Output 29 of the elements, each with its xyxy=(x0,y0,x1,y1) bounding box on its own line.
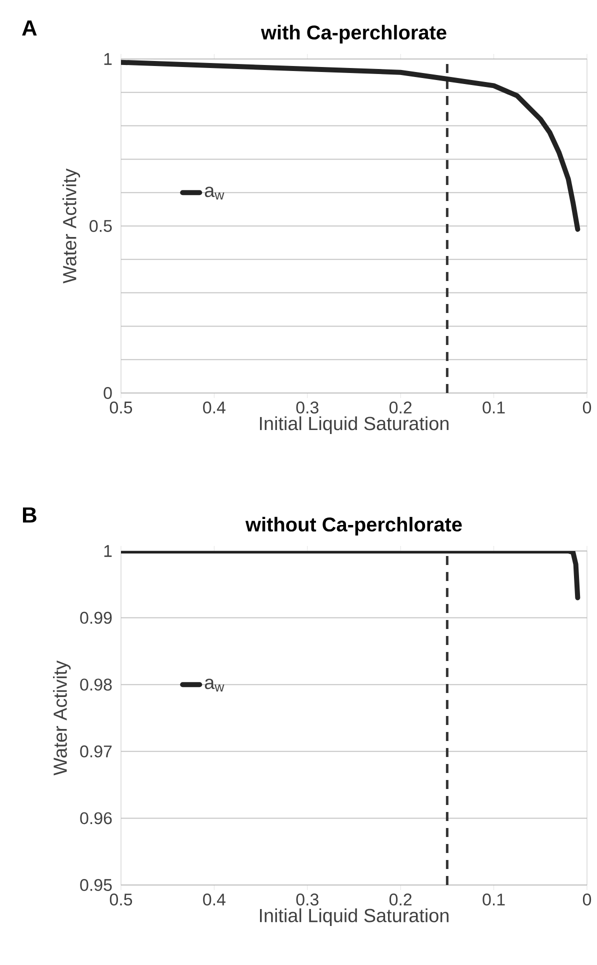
y-tick-label: 0.98 xyxy=(80,678,112,691)
text: B xyxy=(22,507,36,523)
x-tick-label: 0.1 xyxy=(482,402,505,414)
chart-title: with Ca-perchlorate xyxy=(260,24,446,44)
y-tick-label: 0 xyxy=(104,386,112,399)
x-tick-label: 0.3 xyxy=(296,894,318,906)
x-tick-label: 0.2 xyxy=(389,894,412,906)
x-tick-label: 0.2 xyxy=(389,402,412,414)
x-tick-label: 0 xyxy=(582,402,592,414)
y-axis-title: Water Activity xyxy=(62,168,80,284)
x-tick-label: 0.4 xyxy=(203,402,226,414)
x-tick-label: 0.4 xyxy=(203,894,226,906)
legend-label: a$_{w}$ xyxy=(204,678,224,692)
y-tick-label: 0.5 xyxy=(90,220,112,232)
y-tick-label: 0.99 xyxy=(80,612,112,624)
x-tick-label: 0 xyxy=(582,894,592,906)
x-axis-title: Initial Liquid Saturation xyxy=(260,908,448,926)
y-axis-title: Water Activity xyxy=(53,660,71,776)
x-tick-label: 0.3 xyxy=(296,402,318,414)
y-tick-label: 1 xyxy=(104,545,112,557)
y-tick-label: 1 xyxy=(104,53,112,65)
legend-label: a$_{w}$ xyxy=(204,186,224,200)
chart-title: without Ca-perchlorate xyxy=(245,516,462,536)
text: A xyxy=(22,20,37,36)
x-tick-label: 0.1 xyxy=(482,894,505,906)
x-axis-title: Initial Liquid Saturation xyxy=(260,416,448,434)
y-tick-label: 0.95 xyxy=(80,879,112,891)
y-tick-label: 0.96 xyxy=(80,812,112,824)
y-tick-label: 0.97 xyxy=(80,745,112,758)
